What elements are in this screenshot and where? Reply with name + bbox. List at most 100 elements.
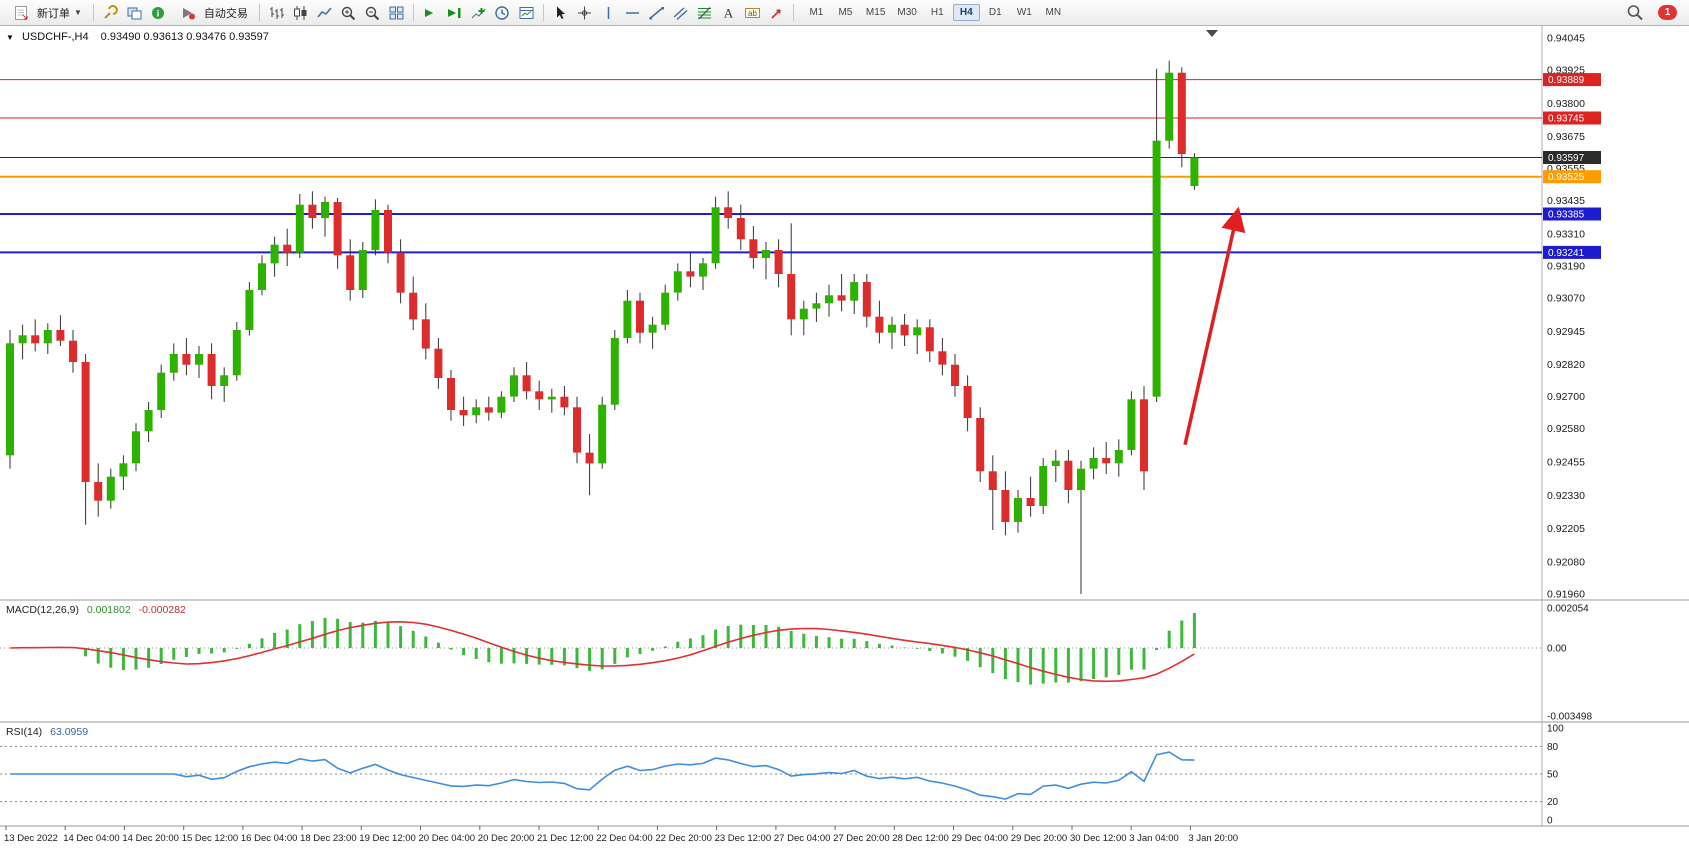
trend-arrow[interactable] (1183, 206, 1246, 446)
svg-text:0.92700: 0.92700 (1547, 391, 1585, 403)
svg-text:0.93745: 0.93745 (1548, 114, 1585, 125)
candles-layer (6, 60, 1199, 594)
chart-shift-icon[interactable] (443, 3, 466, 23)
toolbar-separator (92, 4, 94, 21)
svg-text:22 Dec 20:00: 22 Dec 20:00 (655, 833, 712, 844)
svg-text:29 Dec 20:00: 29 Dec 20:00 (1011, 833, 1068, 844)
bar-chart-icon[interactable] (265, 3, 288, 23)
timeframe-h4[interactable]: H4 (952, 4, 980, 21)
text-label-icon[interactable]: ab (741, 3, 764, 23)
auto-scroll-icon[interactable] (419, 3, 442, 23)
svg-text:19 Dec 12:00: 19 Dec 12:00 (359, 833, 416, 844)
svg-text:16 Dec 04:00: 16 Dec 04:00 (241, 833, 298, 844)
svg-text:0.93435: 0.93435 (1547, 195, 1585, 207)
toolbar-separator (258, 4, 260, 21)
svg-text:50: 50 (1547, 770, 1559, 781)
new-order-button[interactable]: 新订单 ▼ (4, 1, 88, 25)
charts-window-icon[interactable] (123, 3, 146, 23)
periods-icon[interactable] (491, 3, 514, 23)
svg-text:14 Dec 20:00: 14 Dec 20:00 (122, 833, 179, 844)
svg-text:20 Dec 04:00: 20 Dec 04:00 (419, 833, 476, 844)
price-axis[interactable]: 0.940450.939250.938000.936750.935550.934… (1547, 33, 1585, 601)
svg-text:0.92455: 0.92455 (1547, 457, 1585, 469)
text-icon[interactable]: A (717, 3, 740, 23)
autotrade-button[interactable]: 自动交易 (171, 1, 254, 25)
vertical-line-icon[interactable] (597, 3, 620, 23)
chart-title: USDCHF-,H4 (21, 31, 89, 43)
timeframe-buttons: M1 M5 M15 M30 H1 H4 D1 W1 MN (803, 4, 1067, 21)
toolbar-separator (542, 4, 544, 21)
svg-text:0.93525: 0.93525 (1548, 172, 1585, 183)
svg-text:0.92580: 0.92580 (1547, 423, 1585, 435)
chart-shift-marker[interactable] (1206, 30, 1218, 37)
svg-text:0.92080: 0.92080 (1547, 557, 1585, 569)
svg-text:i: i (157, 8, 160, 18)
indicators-icon[interactable] (467, 3, 490, 23)
toolbar-separator (792, 4, 794, 21)
macd-name: MACD(12,26,9) (6, 604, 79, 616)
svg-text:A: A (724, 5, 734, 20)
search-icon[interactable] (1623, 3, 1646, 23)
svg-text:0.94045: 0.94045 (1547, 33, 1585, 45)
symbol-dropdown-icon[interactable]: ▼ (6, 33, 14, 42)
svg-text:29 Dec 04:00: 29 Dec 04:00 (952, 833, 1009, 844)
help-icon[interactable]: i (147, 3, 170, 23)
svg-text:27 Dec 20:00: 27 Dec 20:00 (833, 833, 890, 844)
timeframe-d1[interactable]: D1 (988, 7, 1002, 18)
autotrade-label: 自动交易 (203, 7, 248, 20)
svg-text:0.93675: 0.93675 (1547, 131, 1585, 143)
fibonacci-icon[interactable] (693, 3, 716, 23)
zoom-out-icon[interactable] (361, 3, 384, 23)
cursor-icon[interactable] (549, 3, 572, 23)
timeframe-m30[interactable]: M30 (897, 7, 917, 18)
timeframe-m1[interactable]: M1 (809, 7, 824, 18)
timeframe-m15[interactable]: M15 (865, 7, 886, 18)
line-chart-icon[interactable] (313, 3, 336, 23)
macd-axis[interactable]: 0.002054 0.00 -0.003498 (1547, 604, 1592, 723)
svg-text:0.00: 0.00 (1547, 644, 1567, 655)
timeframe-w1[interactable]: W1 (1016, 7, 1032, 18)
templates-icon[interactable] (515, 3, 538, 23)
macd-label: MACD(12,26,9) 0.001802 -0.000282 (6, 604, 191, 616)
toolbar-right: 1 (1623, 3, 1685, 23)
trendline-icon[interactable] (645, 3, 668, 23)
zoom-in-icon[interactable] (337, 3, 360, 23)
svg-text:28 Dec 12:00: 28 Dec 12:00 (892, 833, 949, 844)
svg-text:14 Dec 04:00: 14 Dec 04:00 (63, 833, 120, 844)
svg-text:0.93190: 0.93190 (1547, 261, 1585, 273)
rsi-label: RSI(14) 63.0959 (6, 726, 93, 738)
timeframe-m5[interactable]: M5 (838, 7, 853, 18)
channel-icon[interactable] (669, 3, 692, 23)
new-order-label: 新订单 (37, 7, 70, 20)
toolbar-group-chart-tools (419, 3, 538, 23)
timeframe-mn[interactable]: MN (1045, 7, 1062, 18)
time-axis[interactable]: 13 Dec 2022 14 Dec 04:00 14 Dec 20:00 15 De… (4, 826, 1238, 844)
svg-text:21 Dec 12:00: 21 Dec 12:00 (537, 833, 594, 844)
svg-text:22 Dec 04:00: 22 Dec 04:00 (596, 833, 653, 844)
rsi-axis[interactable]: 100 80 50 20 0 (1547, 724, 1564, 827)
timeframe-h1[interactable]: H1 (930, 7, 944, 18)
toolbar-group-windows: i (99, 3, 170, 23)
tile-windows-icon[interactable] (385, 3, 408, 23)
chart-header: ▼ USDCHF-,H4 0.93490 0.93613 0.93476 0.9… (6, 31, 269, 43)
toolbar-group-chart-type (265, 3, 408, 23)
svg-text:3 Jan 20:00: 3 Jan 20:00 (1188, 833, 1238, 844)
svg-text:ab: ab (748, 8, 757, 17)
notification-badge[interactable]: 1 (1658, 5, 1677, 20)
svg-text:100: 100 (1547, 724, 1564, 735)
panel-separators (0, 26, 1689, 827)
crosshair-icon[interactable] (573, 3, 596, 23)
metaeditor-icon[interactable] (99, 3, 122, 23)
horizontal-lines[interactable] (0, 79, 1542, 254)
candlestick-chart-icon[interactable] (289, 3, 312, 23)
rsi-levels (0, 745, 1542, 803)
svg-text:23 Dec 12:00: 23 Dec 12:00 (715, 833, 772, 844)
svg-text:27 Dec 04:00: 27 Dec 04:00 (774, 833, 831, 844)
arrow-tool-icon[interactable] (765, 3, 788, 23)
horizontal-line-icon[interactable] (621, 3, 644, 23)
svg-text:13 Dec 2022: 13 Dec 2022 (4, 833, 58, 844)
svg-text:0.92330: 0.92330 (1547, 490, 1585, 502)
